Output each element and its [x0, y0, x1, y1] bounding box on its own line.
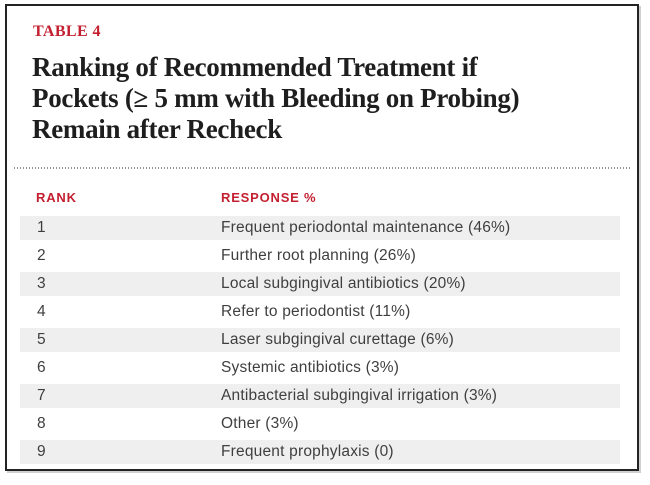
rank-cell: 8 — [37, 415, 46, 432]
response-cell: Other (3%) — [221, 415, 299, 432]
table-row: 1 Frequent periodontal maintenance (46%) — [20, 216, 620, 240]
response-cell: Frequent prophylaxis (0) — [221, 443, 394, 460]
rank-cell: 3 — [37, 275, 46, 292]
response-cell: Local subgingival antibiotics (20%) — [221, 275, 466, 292]
response-cell: Antibacterial subgingival irrigation (3%… — [221, 387, 498, 404]
rank-cell: 6 — [37, 359, 46, 376]
response-cell: Systemic antibiotics (3%) — [221, 359, 400, 376]
table-title-line-3: Remain after Recheck — [32, 114, 282, 144]
rank-cell: 9 — [37, 443, 46, 460]
table-title-line-2: Pockets (≥ 5 mm with Bleeding on Probing… — [32, 83, 520, 113]
table-title-line-1: Ranking of Recommended Treatment if — [32, 52, 478, 82]
rank-cell: 1 — [37, 219, 46, 236]
rank-cell: 2 — [37, 247, 46, 264]
column-header-rank: RANK — [36, 190, 77, 205]
table-row: 6 Systemic antibiotics (3%) — [20, 356, 620, 380]
rank-cell: 7 — [37, 387, 46, 404]
table-title: Ranking of Recommended Treatment if Pock… — [32, 52, 617, 145]
table-body: 1 Frequent periodontal maintenance (46%)… — [20, 216, 620, 468]
table-row: 8 Other (3%) — [20, 412, 620, 436]
table-row: 3 Local subgingival antibiotics (20%) — [20, 272, 620, 296]
table-frame: TABLE 4 Ranking of Recommended Treatment… — [5, 4, 639, 471]
table-row: 4 Refer to periodontist (11%) — [20, 300, 620, 324]
table-number-label: TABLE 4 — [33, 23, 101, 40]
response-cell: Frequent periodontal maintenance (46%) — [221, 219, 511, 236]
table-row: 7 Antibacterial subgingival irrigation (… — [20, 384, 620, 408]
table-row: 2 Further root planning (26%) — [20, 244, 620, 268]
rank-cell: 4 — [37, 303, 46, 320]
table-row: 5 Laser subgingival curettage (6%) — [20, 328, 620, 352]
response-cell: Further root planning (26%) — [221, 247, 416, 264]
dotted-divider — [14, 167, 630, 169]
response-cell: Laser subgingival curettage (6%) — [221, 331, 454, 348]
table-row: 9 Frequent prophylaxis (0) — [20, 440, 620, 464]
response-cell: Refer to periodontist (11%) — [221, 303, 411, 320]
rank-cell: 5 — [37, 331, 46, 348]
table-column-headers: RANK RESPONSE % — [20, 190, 620, 205]
column-header-response: RESPONSE % — [221, 190, 317, 205]
